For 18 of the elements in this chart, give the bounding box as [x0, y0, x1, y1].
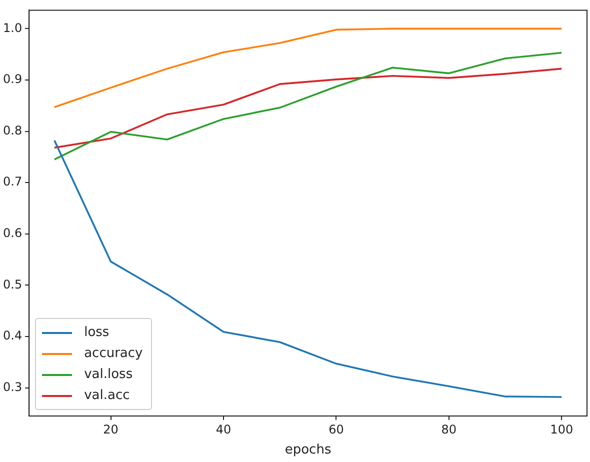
- y-tick-label: 0.9: [2, 72, 22, 86]
- legend-label: val.loss: [84, 367, 133, 382]
- x-tick-label: 20: [103, 422, 118, 436]
- y-tick-label: 0.7: [2, 174, 22, 189]
- x-tick-label: 100: [550, 422, 574, 436]
- x-tick-label: 80: [441, 422, 457, 436]
- y-tick-label: 0.6: [2, 226, 22, 240]
- legend-label: loss: [84, 325, 110, 340]
- x-tick-label: 40: [216, 422, 232, 436]
- y-tick-label: 0.8: [2, 123, 22, 138]
- x-tick-label: 60: [328, 422, 344, 436]
- y-tick-label: 0.4: [2, 328, 22, 343]
- y-tick-label: 0.5: [2, 277, 22, 292]
- y-tick-label: 0.3: [2, 380, 22, 394]
- x-axis-title: epochs: [284, 442, 332, 458]
- legend-label: val.acc: [84, 388, 130, 403]
- y-tick-label: 1.0: [2, 20, 22, 35]
- legend-label: accuracy: [84, 346, 143, 361]
